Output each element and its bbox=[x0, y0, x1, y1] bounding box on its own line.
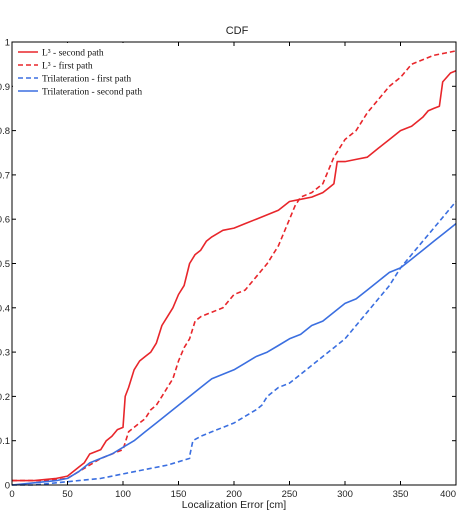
y-tick-label: 0.4 bbox=[0, 303, 10, 314]
y-tick-label: 0.2 bbox=[0, 392, 10, 403]
x-tick-label: 50 bbox=[62, 489, 73, 500]
legend-box bbox=[13, 43, 165, 100]
y-tick-label: 0.6 bbox=[0, 215, 10, 226]
chart-title: CDF bbox=[226, 25, 249, 37]
x-tick-label: 150 bbox=[171, 489, 187, 500]
y-tick-label: 0.7 bbox=[0, 170, 10, 181]
series-line-1 bbox=[12, 70, 457, 482]
x-tick-label: 350 bbox=[393, 489, 409, 500]
y-tick-label: 0.9 bbox=[0, 82, 10, 93]
x-tick-label: 400 bbox=[440, 489, 456, 500]
x-tick-label: 250 bbox=[282, 489, 298, 500]
series-line-3 bbox=[12, 200, 457, 486]
y-tick-label: 0 bbox=[5, 481, 10, 492]
y-tick-label: 1 bbox=[5, 38, 10, 49]
x-tick-label: 300 bbox=[337, 489, 353, 500]
x-tick-label: 200 bbox=[226, 489, 242, 500]
y-tick-label: 0.1 bbox=[0, 436, 10, 447]
y-tick-label: 0.3 bbox=[0, 348, 10, 359]
legend-label-1: L³ - second path bbox=[42, 49, 104, 59]
y-tick-label: 0.5 bbox=[0, 259, 10, 270]
legend-label-2: L³ - first path bbox=[42, 61, 93, 72]
series-layer bbox=[11, 50, 457, 486]
x-tick-label: 100 bbox=[115, 489, 131, 500]
series-line-2 bbox=[12, 50, 457, 482]
x-axis-label: Localization Error [cm] bbox=[182, 499, 287, 511]
legend: L³ - second path L³ - first path Trilatera… bbox=[13, 43, 165, 100]
series-line-4 bbox=[11, 222, 457, 486]
y-tick-label: 0.8 bbox=[0, 126, 10, 137]
legend-label-4: Trilateration - second path bbox=[42, 88, 142, 98]
legend-label-3: Trilateration - first path bbox=[42, 74, 131, 85]
x-tick-label: 0 bbox=[9, 489, 14, 500]
